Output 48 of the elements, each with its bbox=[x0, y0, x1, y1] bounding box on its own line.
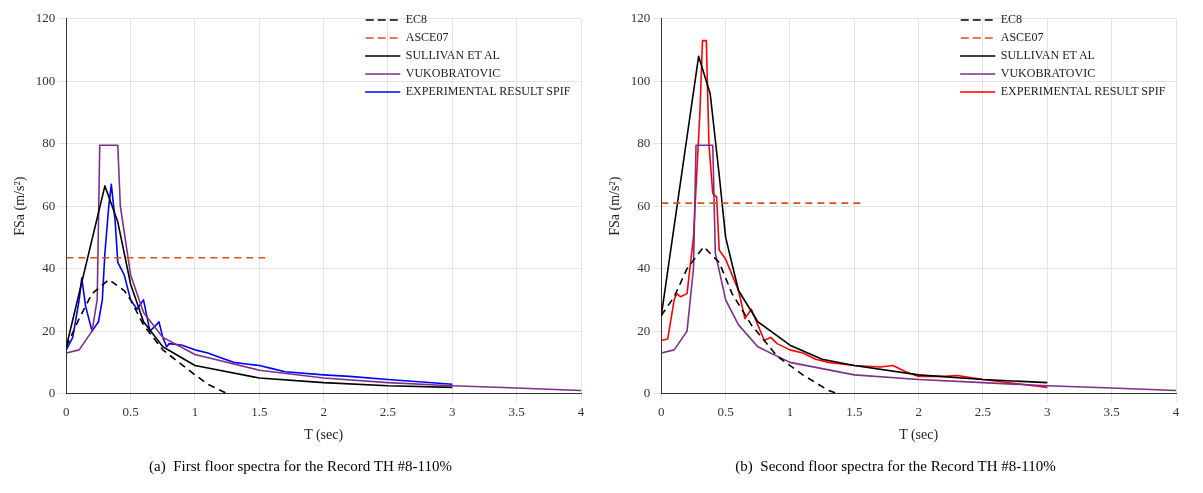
text: (b) Second floor spectra for the Record TH #8-110% bbox=[735, 458, 1056, 475]
y-tick-label: 20 bbox=[637, 322, 651, 338]
legend-label: ASCE07 bbox=[405, 30, 449, 45]
y-tick-label: 40 bbox=[42, 260, 56, 276]
x-axis-title: T (sec) bbox=[304, 427, 344, 444]
legend-label: EXPERIMENTAL RESULT SPIF bbox=[1000, 84, 1166, 99]
x-tick-label: 0.5 bbox=[122, 403, 139, 419]
x-tick-label: 3.5 bbox=[508, 403, 525, 419]
x-tick-label: 1 bbox=[786, 403, 794, 419]
legend-label: VUKOBRATOVIC bbox=[405, 66, 501, 81]
x-tick-label: 0 bbox=[658, 403, 665, 419]
legend-label: EC8 bbox=[405, 12, 428, 27]
x-tick-label: 1 bbox=[191, 403, 199, 419]
legend-label: SULLIVAN ET AL bbox=[1000, 48, 1095, 63]
legend-label: SULLIVAN ET AL bbox=[405, 48, 500, 63]
x-tick-label: 0 bbox=[63, 403, 70, 419]
x-tick-label: 2.5 bbox=[379, 403, 397, 419]
legend-label: ASCE07 bbox=[1000, 30, 1044, 45]
y-tick-label: 0 bbox=[48, 385, 56, 401]
x-tick-label: 3 bbox=[449, 403, 456, 419]
x-tick-label: 3 bbox=[1044, 403, 1051, 419]
x-tick-label: 1.5 bbox=[846, 403, 863, 419]
y-tick-label: 120 bbox=[35, 10, 56, 26]
x-tick-label: 2 bbox=[320, 403, 327, 419]
y-tick-label: 80 bbox=[42, 135, 56, 151]
x-tick-label: 4 bbox=[1172, 403, 1180, 419]
x-tick-label: 3.5 bbox=[1103, 403, 1120, 419]
legend-label: EC8 bbox=[1000, 12, 1023, 27]
y-tick-label: 60 bbox=[42, 197, 56, 213]
x-tick-label: 2.5 bbox=[974, 403, 992, 419]
y-tick-label: 120 bbox=[630, 10, 651, 26]
x-tick-label: 2 bbox=[915, 403, 922, 419]
x-tick-label: 4 bbox=[577, 403, 585, 419]
x-tick-label: 0.5 bbox=[717, 403, 734, 419]
y-tick-label: 100 bbox=[35, 72, 56, 88]
legend-label: VUKOBRATOVIC bbox=[1000, 66, 1096, 81]
y-tick-label: 100 bbox=[630, 72, 651, 88]
y-tick-label: 60 bbox=[637, 197, 651, 213]
y-tick-label: 0 bbox=[643, 385, 651, 401]
y-axis-title: FSa (m/s²) bbox=[12, 176, 29, 236]
legend-label: EXPERIMENTAL RESULT SPIF bbox=[405, 84, 571, 99]
y-axis-title: FSa (m/s²) bbox=[607, 176, 624, 236]
y-tick-label: 80 bbox=[637, 135, 651, 151]
x-axis-title: T (sec) bbox=[899, 427, 939, 444]
text: (a) First floor spectra for the Record TH #8-110% bbox=[149, 458, 452, 475]
y-tick-label: 20 bbox=[42, 322, 56, 338]
y-tick-label: 40 bbox=[637, 260, 651, 276]
x-tick-label: 1.5 bbox=[251, 403, 268, 419]
